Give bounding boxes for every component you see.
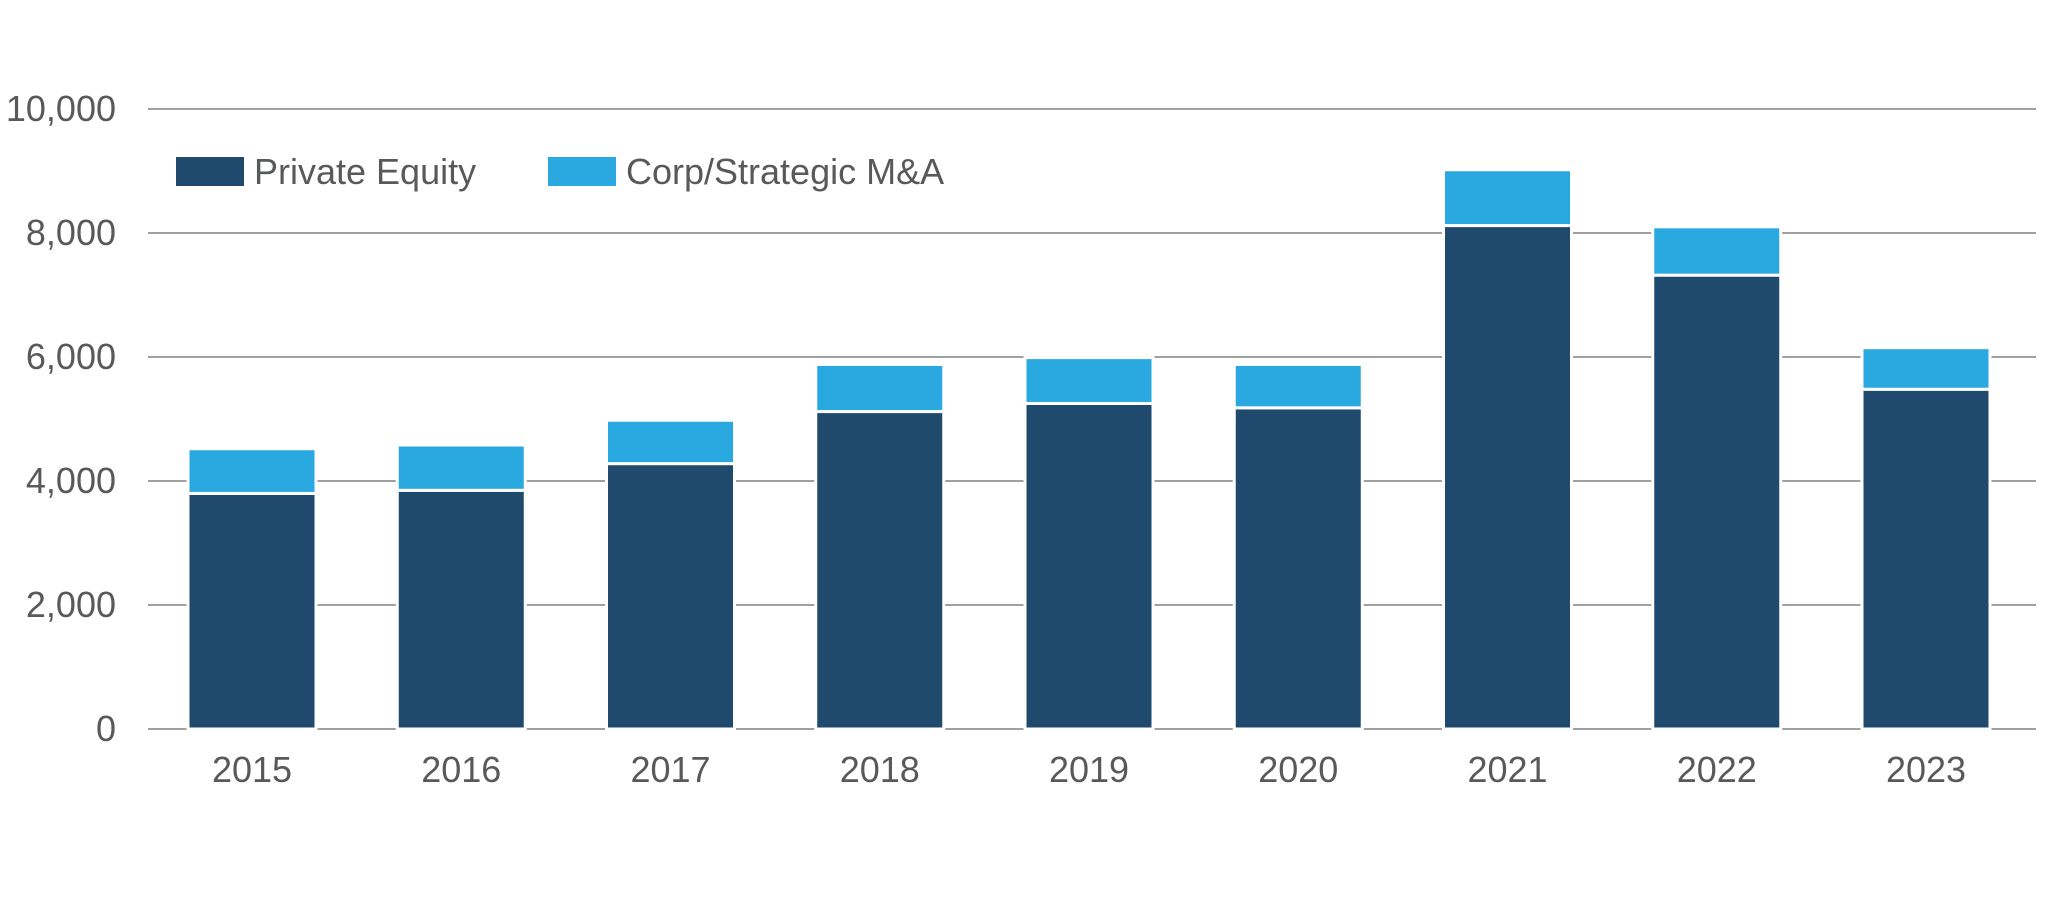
bar-corp-strategic-m-a-2022 bbox=[1651, 225, 1783, 277]
bar-corp-strategic-m-a-2020 bbox=[1232, 362, 1364, 410]
bar-private-equity-2020 bbox=[1232, 406, 1364, 731]
bar-corp-strategic-m-a-2021 bbox=[1442, 168, 1573, 228]
x-tick-label: 2019 bbox=[1049, 749, 1129, 790]
bar-corp-strategic-m-a-2016 bbox=[395, 443, 527, 492]
x-tick-label: 2020 bbox=[1258, 749, 1338, 790]
y-tick-label: 4,000 bbox=[26, 460, 116, 501]
legend-label-0: Private Equity bbox=[254, 151, 476, 192]
bars bbox=[186, 168, 1992, 731]
bar-corp-strategic-m-a-2015 bbox=[186, 447, 318, 495]
legend: Private Equity Corp/Strategic M&A bbox=[176, 151, 944, 192]
legend-swatch-0 bbox=[176, 157, 244, 186]
bar-private-equity-2018 bbox=[814, 410, 946, 731]
y-tick-label: 2,000 bbox=[26, 584, 116, 625]
legend-label-1: Corp/Strategic M&A bbox=[626, 151, 944, 192]
x-tick-label: 2015 bbox=[212, 749, 292, 790]
x-axis-tick-labels: 2015 2016 2017 2018 2019 2020 2021 2022 2023 bbox=[212, 749, 1966, 790]
bar-private-equity-2015 bbox=[186, 491, 318, 731]
bar-corp-strategic-m-a-2017 bbox=[605, 418, 736, 466]
y-axis-tick-labels: 0 2,000 4,000 6,000 8,000 10,000 bbox=[6, 88, 116, 749]
x-tick-label: 2022 bbox=[1677, 749, 1757, 790]
y-tick-label: 10,000 bbox=[6, 88, 116, 129]
y-tick-label: 6,000 bbox=[26, 336, 116, 377]
bar-private-equity-2023 bbox=[1860, 387, 1992, 731]
x-tick-label: 2016 bbox=[421, 749, 501, 790]
bar-private-equity-2017 bbox=[605, 462, 736, 731]
bar-private-equity-2016 bbox=[395, 488, 527, 731]
x-tick-label: 2023 bbox=[1886, 749, 1966, 790]
legend-swatch-1 bbox=[548, 157, 616, 186]
bar-private-equity-2022 bbox=[1651, 273, 1783, 731]
x-tick-label: 2021 bbox=[1467, 749, 1547, 790]
bar-private-equity-2019 bbox=[1023, 402, 1155, 731]
bar-corp-strategic-m-a-2018 bbox=[814, 362, 946, 414]
bar-corp-strategic-m-a-2019 bbox=[1023, 356, 1155, 405]
y-tick-label: 8,000 bbox=[26, 212, 116, 253]
x-tick-label: 2017 bbox=[630, 749, 710, 790]
bar-corp-strategic-m-a-2023 bbox=[1860, 346, 1992, 391]
y-tick-label: 0 bbox=[96, 708, 116, 749]
bar-private-equity-2021 bbox=[1442, 224, 1573, 731]
x-tick-label: 2018 bbox=[840, 749, 920, 790]
